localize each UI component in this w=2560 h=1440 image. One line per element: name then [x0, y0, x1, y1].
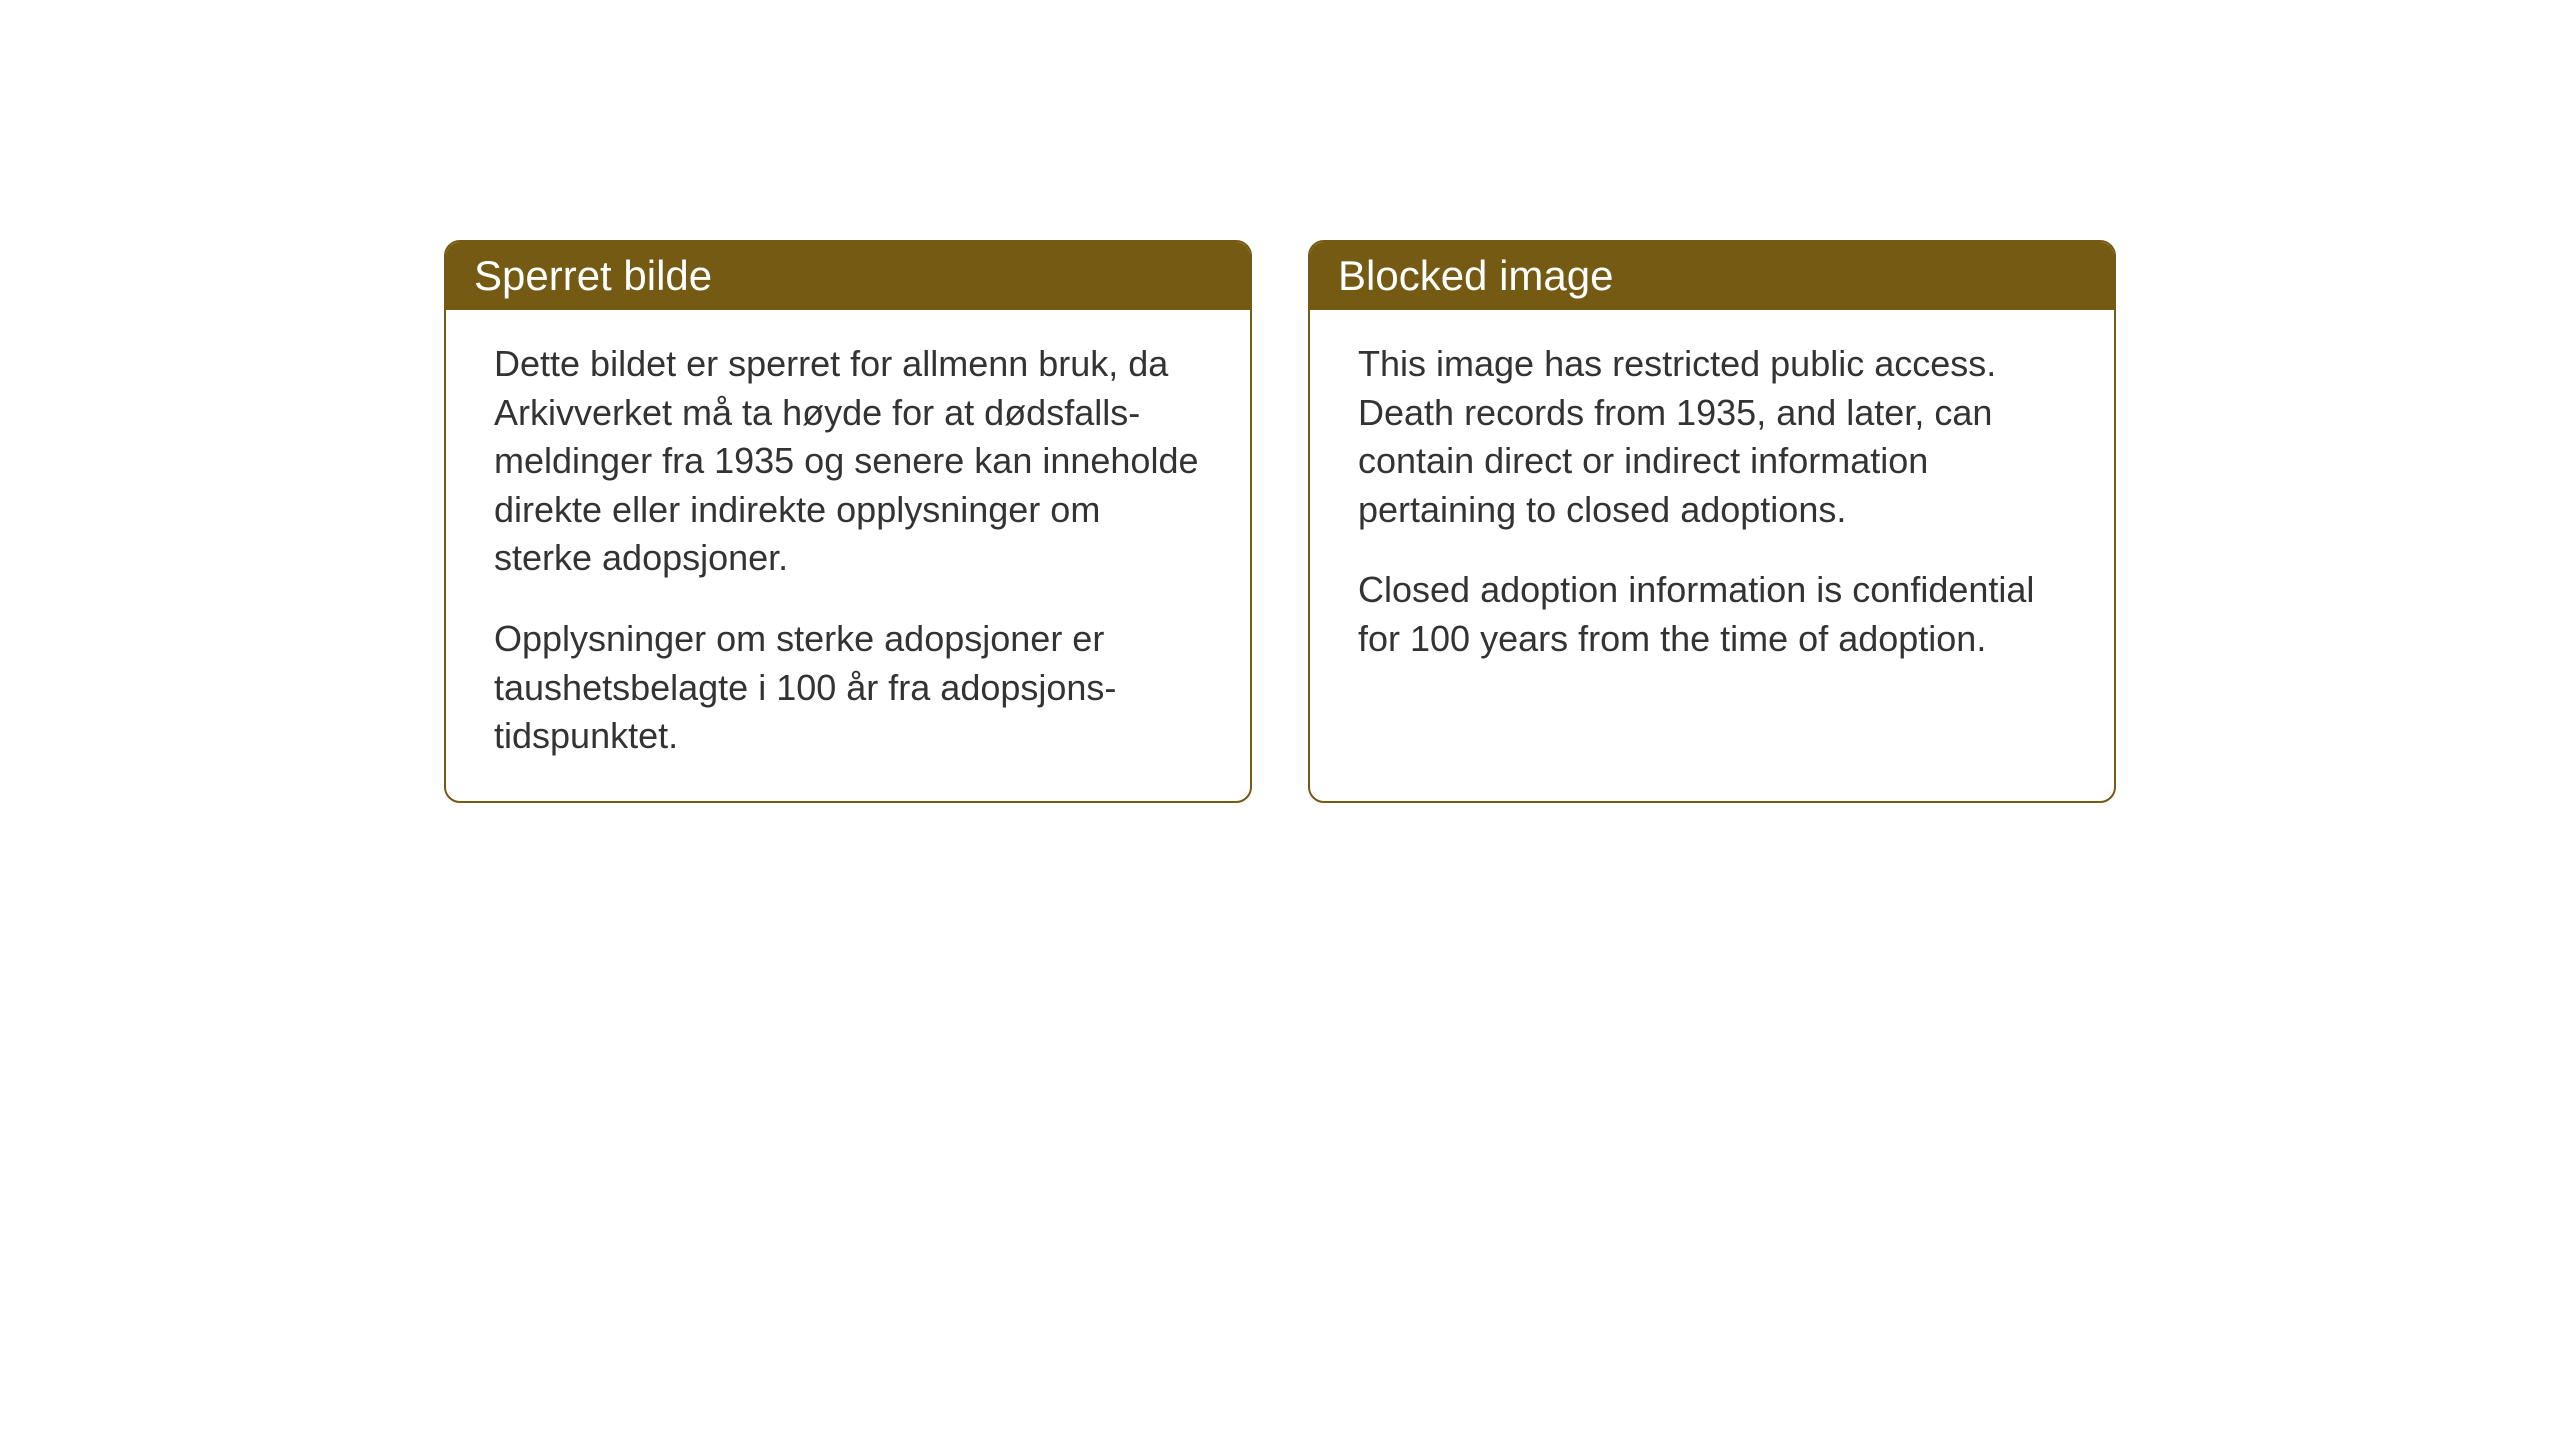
card-body-norwegian: Dette bildet er sperret for allmenn bruk…: [446, 310, 1250, 801]
cards-container: Sperret bilde Dette bildet er sperret fo…: [444, 240, 2116, 803]
card-paragraph2-norwegian: Opplysninger om sterke adopsjoner er tau…: [494, 615, 1202, 761]
card-title-english: Blocked image: [1338, 252, 1613, 299]
card-norwegian: Sperret bilde Dette bildet er sperret fo…: [444, 240, 1252, 803]
card-title-norwegian: Sperret bilde: [474, 252, 712, 299]
card-english: Blocked image This image has restricted …: [1308, 240, 2116, 803]
card-paragraph1-english: This image has restricted public access.…: [1358, 340, 2066, 534]
card-paragraph1-norwegian: Dette bildet er sperret for allmenn bruk…: [494, 340, 1202, 583]
card-header-english: Blocked image: [1310, 242, 2114, 310]
card-header-norwegian: Sperret bilde: [446, 242, 1250, 310]
card-body-english: This image has restricted public access.…: [1310, 310, 2114, 730]
card-paragraph2-english: Closed adoption information is confident…: [1358, 566, 2066, 663]
